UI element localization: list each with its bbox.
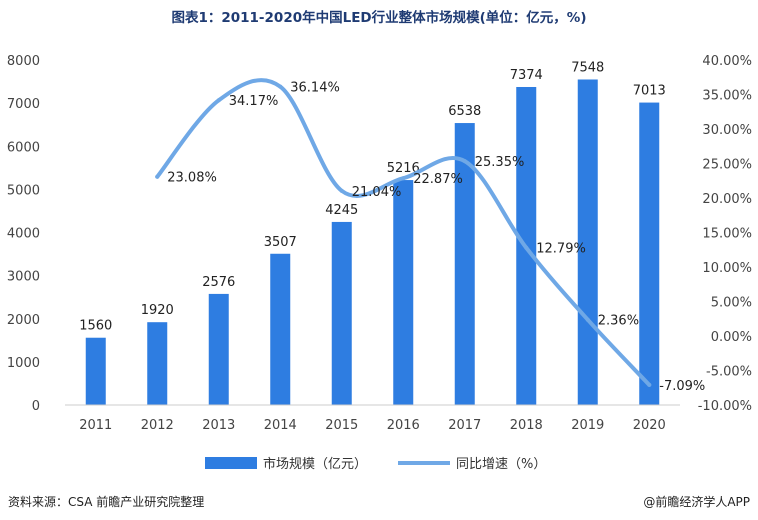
line-point — [401, 176, 406, 181]
legend-line-label: 同比增速（%） — [456, 457, 546, 472]
x-tick-label: 2012 — [141, 418, 174, 433]
line-point — [647, 382, 652, 387]
line-value-label: -7.09% — [659, 379, 705, 394]
left-tick-label: 4000 — [7, 227, 40, 242]
left-tick-label: 7000 — [7, 97, 40, 112]
right-tick-label: 15.00% — [702, 227, 752, 242]
right-tick-label: 30.00% — [702, 123, 752, 138]
left-tick-label: 3000 — [7, 270, 40, 285]
line-point — [462, 159, 467, 164]
right-axis: -10.00% -5.00% 0.00% 5.00% 10.00% 15.00% 20.00… — [698, 54, 752, 414]
line-point — [155, 174, 160, 179]
bar-value-label: 1560 — [79, 319, 112, 334]
x-tick-label: 2013 — [202, 418, 235, 433]
x-tick-label: 2017 — [448, 418, 481, 433]
line-point — [278, 84, 283, 89]
line-value-label: 21.04% — [352, 185, 402, 200]
left-tick-label: 6000 — [7, 140, 40, 155]
line-value-label: 23.08% — [167, 171, 217, 186]
right-tick-label: 25.00% — [702, 158, 752, 173]
bar-series: 1560 1920 2576 3507 4245 5216 6538 7374 7548 7013 — [79, 60, 666, 406]
right-tick-label: 5.00% — [711, 296, 752, 311]
bar-value-label: 7548 — [571, 60, 604, 75]
x-tick-label: 2015 — [325, 418, 358, 433]
bar-value-label: 7013 — [633, 84, 666, 99]
right-tick-label: -5.00% — [706, 365, 752, 380]
x-tick-label: 2011 — [79, 418, 112, 433]
bar — [331, 221, 352, 405]
line-value-label: 2.36% — [598, 314, 639, 329]
bar-value-label: 4245 — [325, 203, 358, 218]
left-tick-label: 5000 — [7, 183, 40, 198]
bar — [85, 337, 106, 405]
x-tick-label: 2014 — [264, 418, 297, 433]
x-tick-label: 2018 — [510, 418, 543, 433]
line-value-label: 34.17% — [229, 94, 279, 109]
legend[interactable]: 市场规模（亿元） 同比增速（%） — [205, 456, 546, 472]
line-value-label: 22.87% — [413, 172, 463, 187]
legend-bar-label: 市场规模（亿元） — [263, 456, 367, 472]
bar-value-label: 7374 — [510, 68, 543, 83]
brand-note: @前瞻经济学人APP — [643, 494, 750, 509]
right-tick-label: -10.00% — [698, 399, 752, 414]
bar-value-label: 6538 — [448, 104, 481, 119]
right-tick-label: 35.00% — [702, 89, 752, 104]
x-tick-label: 2019 — [571, 418, 604, 433]
bar-value-label: 2576 — [202, 275, 235, 290]
line-value-label: 36.14% — [290, 81, 340, 96]
right-tick-label: 40.00% — [702, 54, 752, 69]
right-tick-label: 20.00% — [702, 192, 752, 207]
left-tick-label: 2000 — [7, 313, 40, 328]
bar-value-label: 5216 — [387, 161, 420, 176]
line-value-label: 12.79% — [536, 242, 586, 257]
left-axis: 0 1000 2000 3000 4000 5000 6000 7000 8000 — [7, 54, 40, 414]
line-value-label: 25.35% — [475, 155, 525, 170]
bar-value-label: 1920 — [141, 303, 174, 318]
line-point — [339, 188, 344, 193]
line-point — [524, 245, 529, 250]
right-tick-label: 0.00% — [711, 330, 752, 345]
line-point — [585, 317, 590, 322]
x-tick-label: 2016 — [387, 418, 420, 433]
bar — [454, 123, 475, 405]
right-tick-label: 10.00% — [702, 261, 752, 276]
chart-title: 图表1：2011-2020年中国LED行业整体市场规模(单位：亿元，%) — [171, 9, 586, 26]
source-note: 资料来源：CSA 前瞻产业研究院整理 — [8, 494, 204, 509]
x-axis: 2011 2012 2013 2014 2015 2016 2017 2018 2019 2020 — [79, 418, 666, 433]
legend-bar-swatch — [205, 457, 257, 469]
line-series: 23.08% 34.17% 36.14% 21.04% 22.87% 25.35% 12.7… — [155, 78, 705, 394]
left-tick-label: 1000 — [7, 356, 40, 371]
bar — [393, 180, 414, 405]
left-tick-label: 0 — [32, 399, 40, 414]
bar — [270, 253, 291, 405]
bar — [639, 102, 660, 405]
bar — [147, 322, 168, 405]
bar-value-label: 3507 — [264, 235, 297, 250]
bar — [208, 293, 229, 405]
line-point — [216, 98, 221, 103]
left-tick-label: 8000 — [7, 54, 40, 69]
x-tick-label: 2020 — [633, 418, 666, 433]
